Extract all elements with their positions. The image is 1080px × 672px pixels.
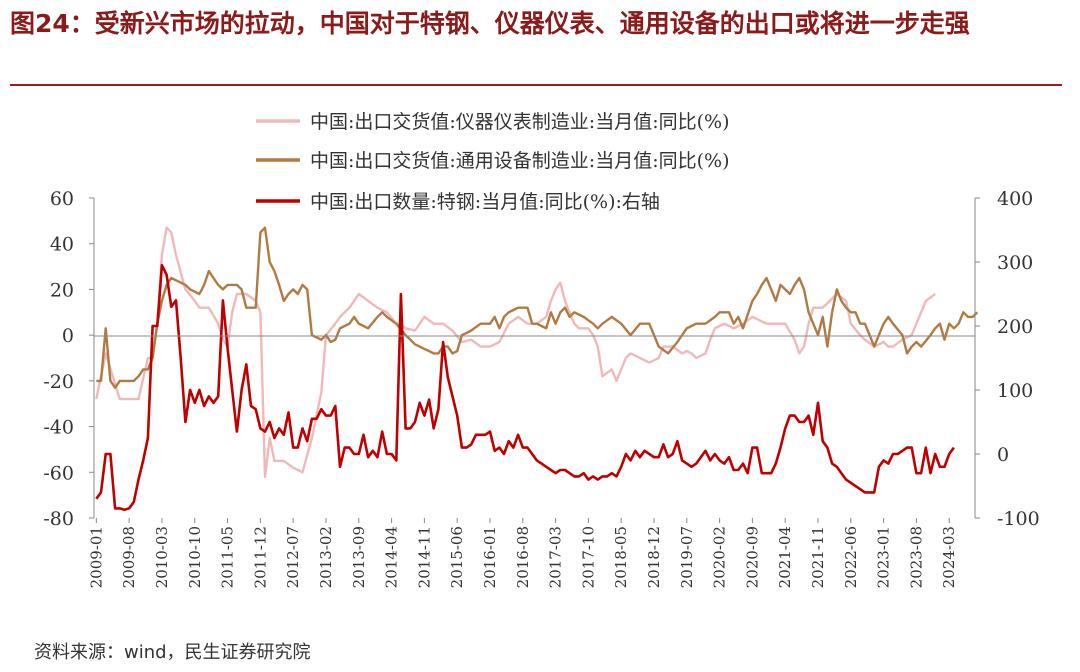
left-tick-label: -40 <box>43 417 74 439</box>
x-tick-label: 2014-11 <box>415 526 433 588</box>
series-line-1 <box>95 226 936 479</box>
left-tick-label: 40 <box>50 234 74 256</box>
x-tick-label: 2015-06 <box>448 526 466 588</box>
series-layer <box>95 226 979 511</box>
series-line-3 <box>95 263 955 511</box>
x-tick-label: 2022-06 <box>842 526 860 588</box>
x-tick-label: 2018-12 <box>645 526 663 588</box>
right-tick-label: 200 <box>997 316 1033 338</box>
right-tick-label: -100 <box>997 508 1040 530</box>
legend-label-2: 中国:出口交货值:通用设备制造业:当月值:同比(%) <box>310 150 730 172</box>
left-tick-label: -20 <box>43 371 74 393</box>
x-tick-label: 2021-11 <box>809 526 827 588</box>
x-tick-label: 2009-01 <box>87 526 105 588</box>
title-divider <box>10 84 1062 86</box>
x-tick-label: 2017-03 <box>547 526 565 588</box>
x-tick-label: 2016-01 <box>481 526 499 588</box>
x-tick-label: 2011-05 <box>219 526 237 588</box>
axes-layer: -80 -60 -40 -20 0 20 40 60 -100 0 100 200 300 400 2009… <box>43 188 1039 588</box>
left-tick-label: 0 <box>62 325 74 347</box>
x-tick-label: 2021-04 <box>776 526 794 588</box>
line-chart: 中国:出口交货值:仪器仪表制造业:当月值:同比(%) 中国:出口交货值:通用设备制… <box>43 111 1039 588</box>
right-tick-label: 400 <box>997 188 1033 210</box>
x-tick-label: 2017-10 <box>579 526 597 588</box>
chart-legend: 中国:出口交货值:仪器仪表制造业:当月值:同比(%) 中国:出口交货值:通用设备制… <box>256 111 730 213</box>
left-tick-label: 60 <box>50 188 74 210</box>
x-tick-label: 2012-07 <box>284 526 302 588</box>
x-tick-label: 2023-01 <box>875 526 893 588</box>
x-tick-label: 2023-08 <box>907 526 925 588</box>
x-tick-label: 2010-10 <box>186 526 204 588</box>
left-tick-label: 20 <box>50 279 74 301</box>
x-tick-label: 2024-03 <box>940 526 958 588</box>
left-tick-label: -80 <box>43 508 74 530</box>
left-tick-label: -60 <box>43 462 74 484</box>
x-tick-label: 2010-03 <box>153 526 171 588</box>
x-tick-label: 2018-05 <box>612 526 630 588</box>
x-tick-label: 2019-07 <box>678 526 696 588</box>
figure-title: 图24：受新兴市场的拉动，中国对于特钢、仪器仪表、通用设备的出口或将进一步走强 <box>10 9 970 38</box>
x-tick-label: 2013-09 <box>350 526 368 588</box>
series-line-2 <box>96 226 979 389</box>
x-tick-label: 2014-04 <box>383 526 401 588</box>
right-tick-label: 300 <box>997 252 1033 274</box>
right-tick-label: 100 <box>997 380 1033 402</box>
x-tick-label: 2020-02 <box>711 526 729 588</box>
legend-label-3: 中国:出口数量:特钢:当月值:同比(%):右轴 <box>310 191 660 213</box>
x-tick-label: 2013-02 <box>317 526 335 588</box>
source-note: 资料来源：wind，民生证券研究院 <box>34 642 311 663</box>
x-tick-label: 2020-09 <box>743 526 761 588</box>
x-tick-label: 2016-08 <box>514 526 532 588</box>
x-tick-label: 2009-08 <box>120 526 138 588</box>
x-tick-label: 2011-12 <box>251 526 269 588</box>
legend-label-1: 中国:出口交货值:仪器仪表制造业:当月值:同比(%) <box>310 111 730 133</box>
right-tick-label: 0 <box>997 444 1009 466</box>
